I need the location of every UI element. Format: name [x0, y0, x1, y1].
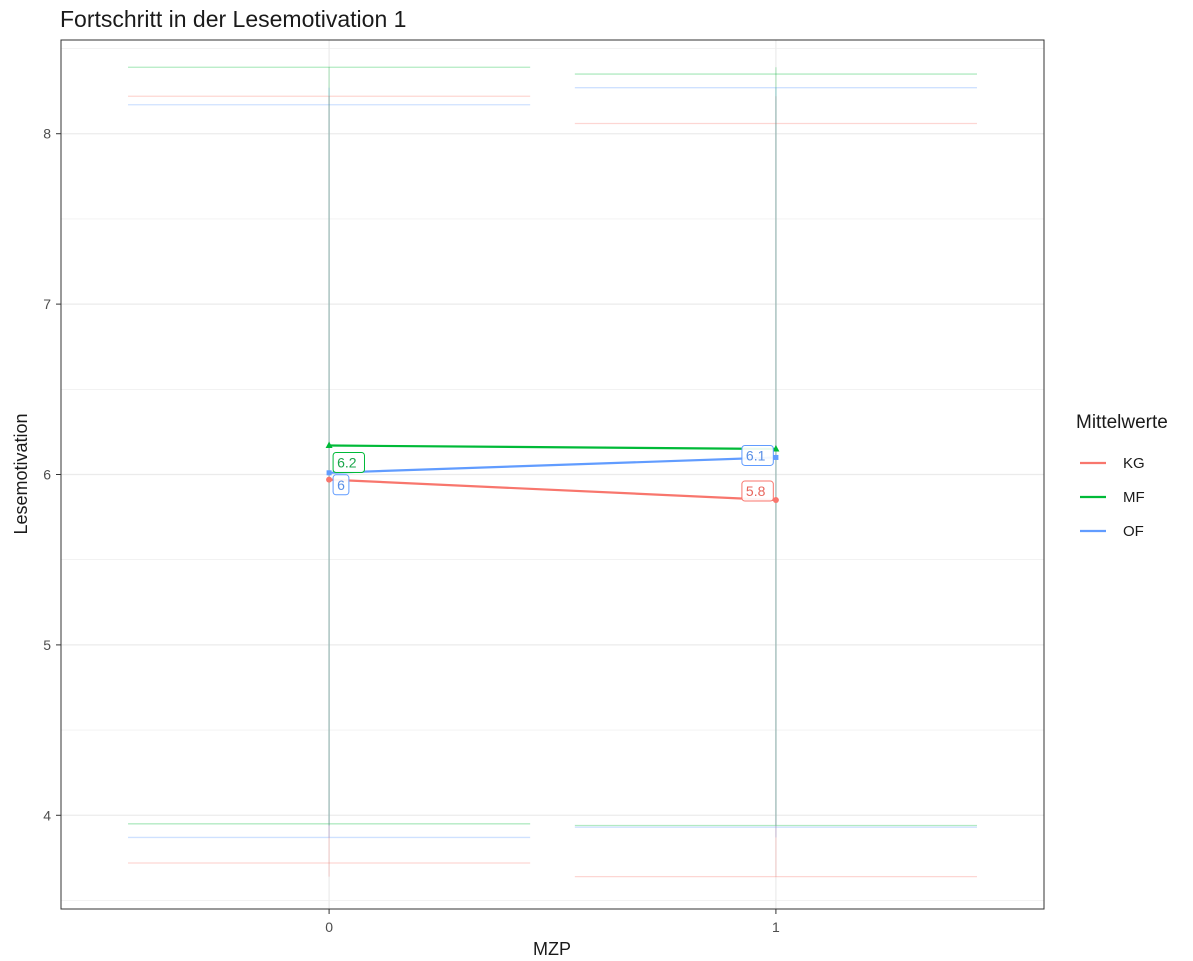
legend-label-kg: KG — [1123, 455, 1145, 472]
data-point-mf — [772, 444, 780, 452]
x-tick-label: 0 — [325, 919, 333, 935]
data-labels-layer: 5.8 6.2 6 6.1 — [332, 444, 774, 502]
range-lines-layer — [128, 66, 977, 878]
data-label-box-mf — [332, 452, 365, 474]
data-point-of — [773, 454, 779, 460]
y-tick-label: 7 — [43, 296, 51, 312]
y-axis-title: Lesemotivation — [11, 413, 31, 534]
data-label-of: 6 — [337, 477, 345, 493]
legend-label-mf: MF — [1123, 489, 1145, 506]
data-label-kg: 5.8 — [746, 483, 766, 499]
data-point-of — [326, 470, 332, 476]
chart-title: Fortschritt in der Lesemotivation 1 — [60, 6, 407, 32]
y-tick-label: 8 — [43, 126, 51, 142]
series-line-kg — [329, 478, 776, 502]
legend-label-of: OF — [1123, 523, 1144, 540]
legend: Mittelwerte KG MF OF — [1076, 412, 1168, 540]
y-tick-label: 6 — [43, 467, 51, 483]
data-point-kg — [772, 497, 779, 504]
series-line-mf — [329, 444, 776, 451]
data-label-of: 6.1 — [746, 447, 766, 463]
vertical-lines-layer — [328, 67, 777, 877]
x-tick-label: 1 — [772, 919, 780, 935]
data-label-box-kg — [741, 480, 774, 502]
data-label-mf: 6.2 — [337, 455, 357, 471]
y-tick-label: 5 — [43, 637, 51, 653]
legend-title: Mittelwerte — [1076, 412, 1168, 433]
data-label-box-of — [332, 474, 350, 496]
x-axis-title: MZP — [533, 939, 571, 959]
grid-layer — [61, 40, 1044, 909]
series-line-of — [329, 456, 776, 474]
y-tick-label: 4 — [43, 807, 51, 823]
data-point-kg — [326, 476, 333, 483]
axis-layer: 4 5 6 7 8 0 1 — [43, 126, 780, 935]
data-label-box-of — [741, 444, 774, 466]
data-point-mf — [325, 441, 333, 449]
series-layer — [325, 441, 780, 504]
